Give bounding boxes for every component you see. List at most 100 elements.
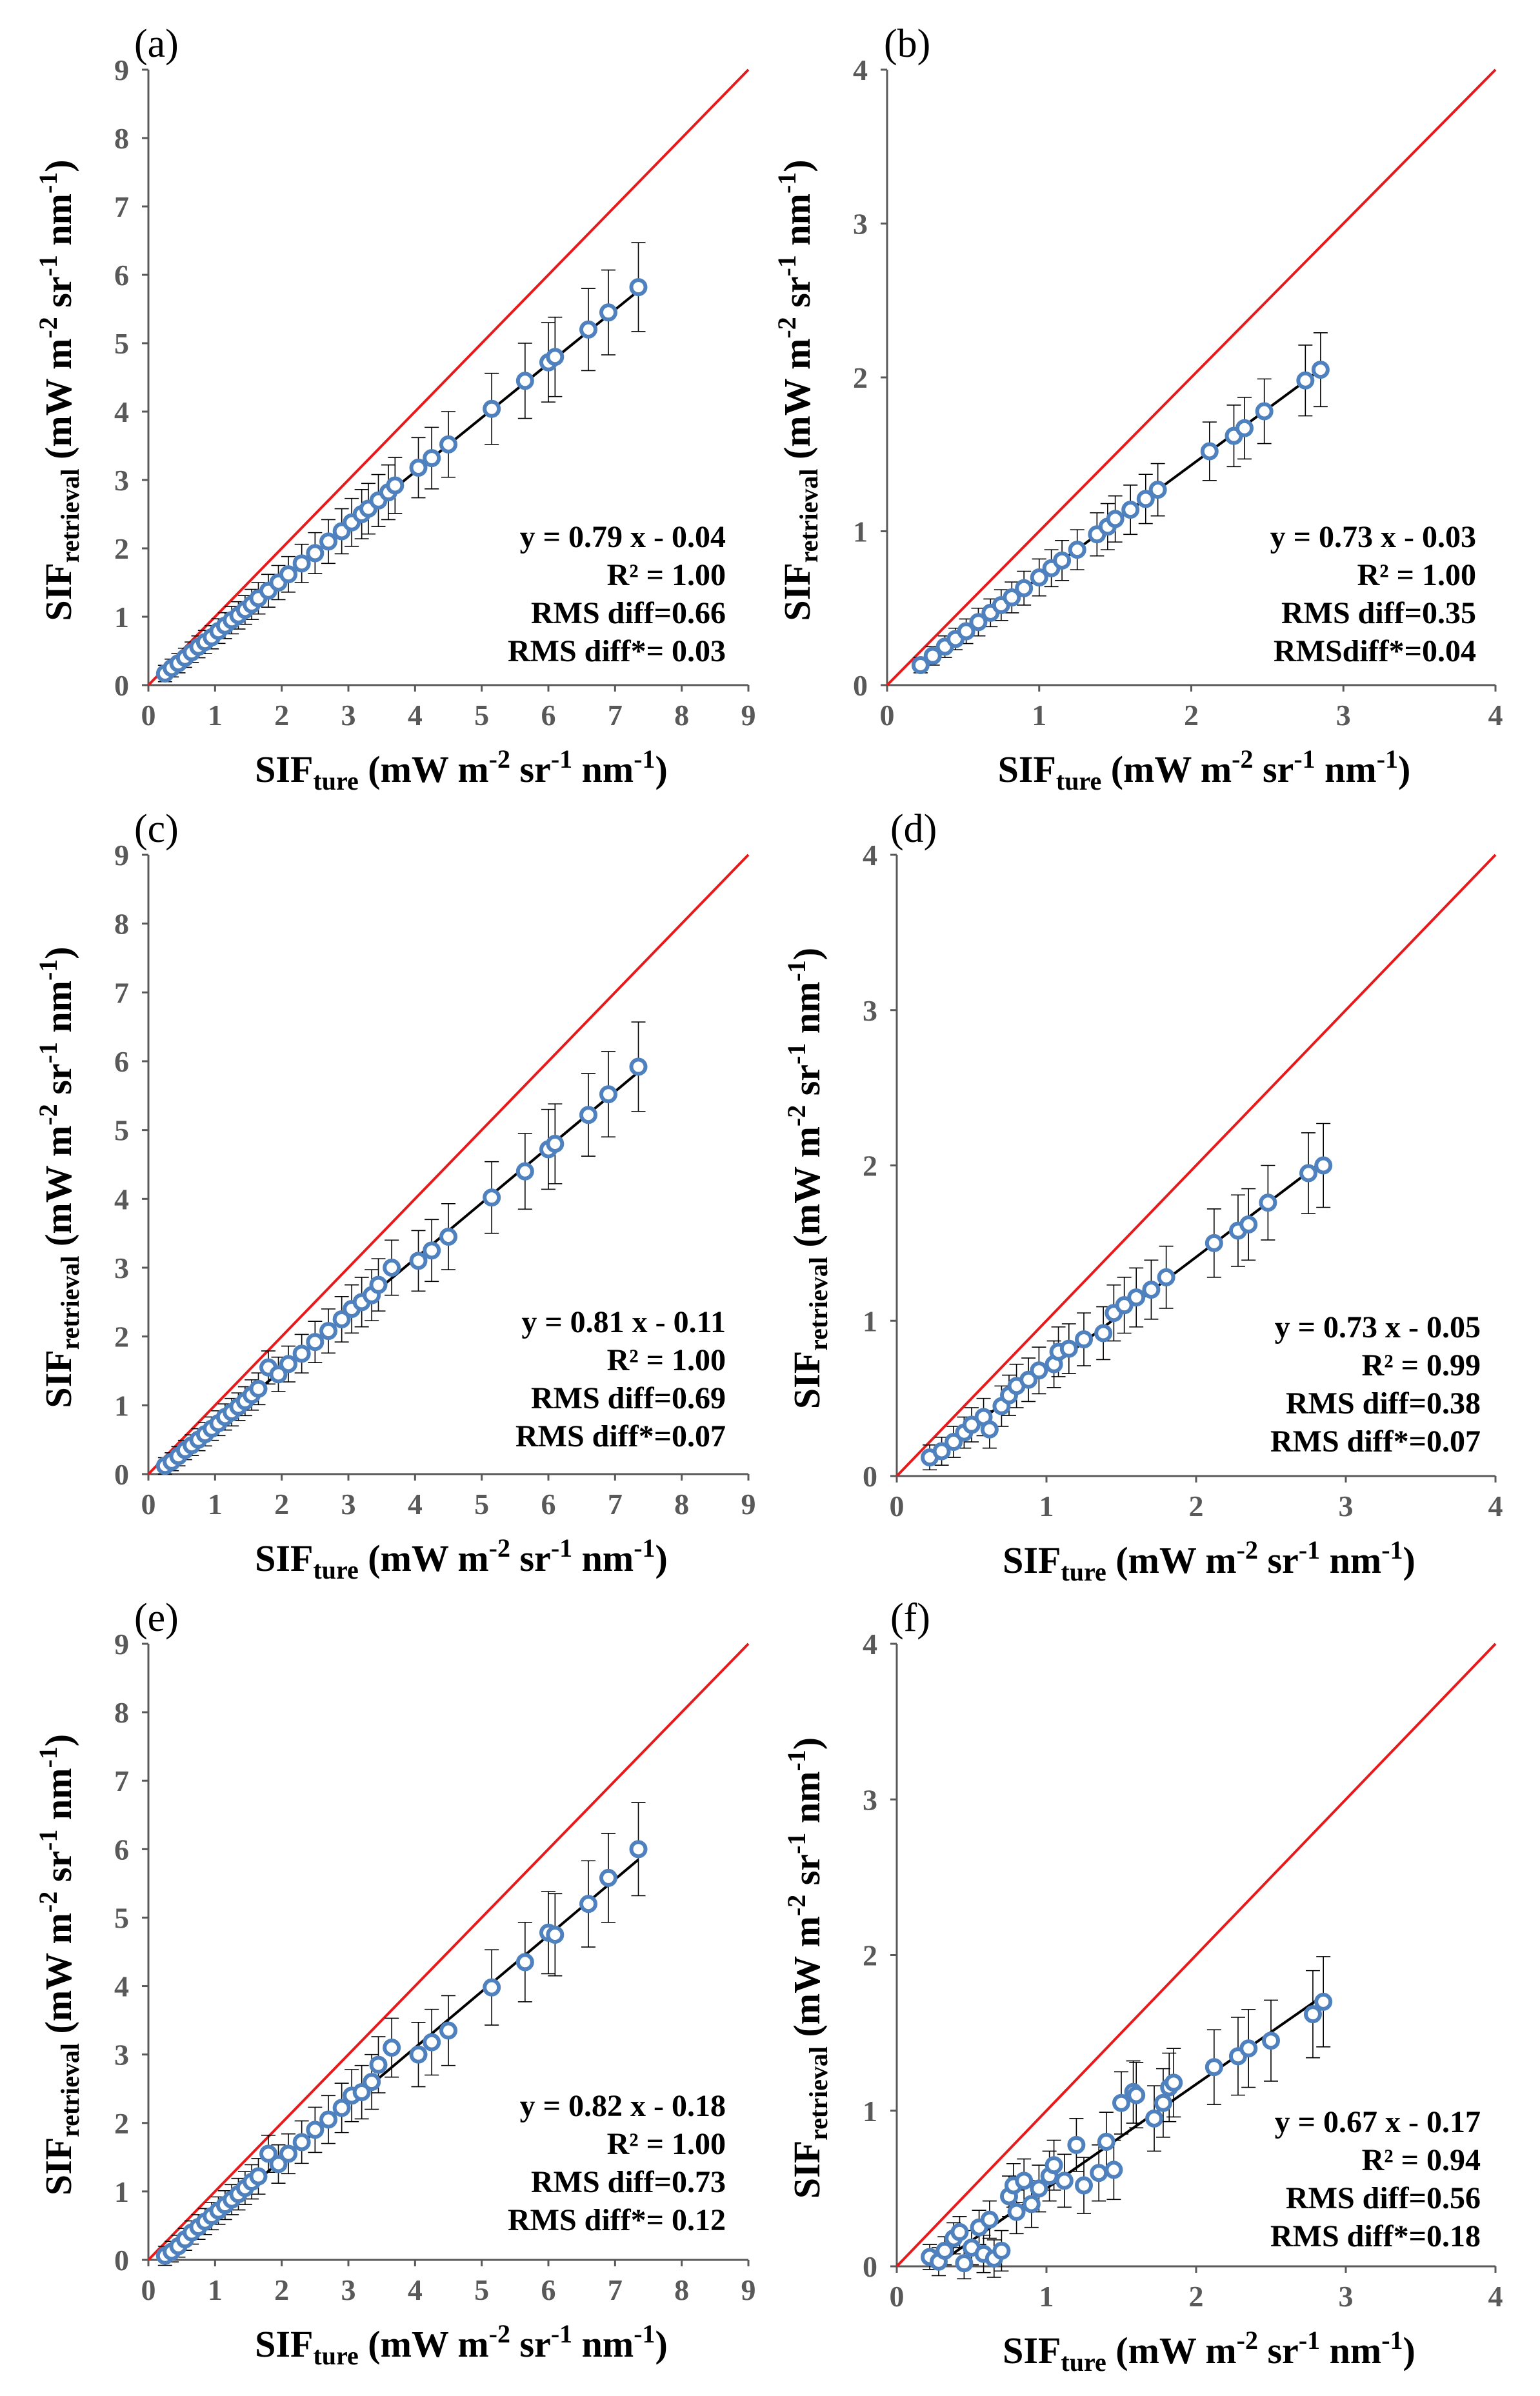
panel-label: (b) — [884, 22, 930, 66]
data-point — [279, 1355, 297, 1373]
r-squared: R² = 1.00 — [607, 2127, 726, 2161]
rms-diff: RMS diff*=0.07 — [1270, 1424, 1481, 1459]
y-title-units: sr — [37, 1851, 79, 1892]
data-point — [483, 399, 501, 418]
x-title-superscript: -2 — [489, 1533, 510, 1562]
data-point — [423, 2033, 441, 2052]
x-title-units: nm — [1320, 1539, 1381, 1581]
y-tick-label: 1 — [863, 2095, 877, 2128]
one-to-one-line — [886, 68, 1497, 686]
x-title-subscript: ture — [313, 766, 358, 795]
x-tick-label: 3 — [341, 699, 356, 732]
data-point — [629, 1840, 648, 1859]
x-title-superscript: -2 — [1232, 744, 1253, 774]
x-axis-title: SIFture (mW m-2 sr-1 nm-1) — [1003, 1535, 1415, 1586]
data-point — [292, 1344, 311, 1363]
data-point — [409, 2045, 428, 2064]
y-title-superscript: -1 — [34, 255, 63, 276]
data-point — [409, 458, 428, 477]
r-squared: R² = 1.00 — [1357, 558, 1476, 592]
x-tick-label: 9 — [741, 2273, 756, 2306]
data-point — [957, 622, 975, 641]
x-title-units: nm — [572, 2323, 634, 2365]
x-title-units: (mW m — [1101, 748, 1232, 790]
x-title-superscript: -1 — [634, 744, 655, 774]
fit-equation: y = 0.81 x - 0.11 — [521, 1305, 726, 1339]
y-tick-label: 0 — [853, 669, 868, 702]
y-title-units: nm — [37, 194, 79, 255]
data-point — [911, 655, 930, 674]
y-axis-title: SIFretrieval (mW m-2 sr-1 nm-1) — [772, 159, 823, 621]
x-tick-label: 1 — [1032, 699, 1046, 732]
x-title-superscript: -1 — [551, 2319, 572, 2348]
x-tick-label: 1 — [1039, 2280, 1054, 2313]
x-title-units: sr — [510, 748, 551, 790]
data-point — [599, 1868, 617, 1887]
data-point — [969, 613, 988, 632]
x-tick-label: 0 — [141, 2273, 156, 2306]
data-point — [292, 554, 311, 573]
data-point — [1239, 1215, 1258, 1233]
data-point — [1097, 2133, 1115, 2151]
x-title-base: SIF — [255, 2323, 313, 2365]
x-title-units: sr — [1258, 2330, 1299, 2371]
y-tick-label: 1 — [863, 1304, 877, 1337]
y-title-units: nm — [786, 982, 828, 1043]
x-title-superscript: -1 — [551, 1533, 572, 1562]
x-tick-label: 3 — [1339, 1490, 1354, 1522]
rms-diff: RMS diff*= 0.12 — [508, 2203, 726, 2237]
x-tick-label: 0 — [880, 699, 895, 732]
x-tick-label: 0 — [141, 1488, 156, 1521]
data-point — [1165, 2073, 1183, 2092]
data-point — [306, 2121, 325, 2139]
x-axis-title: SIFture (mW m-2 sr-1 nm-1) — [255, 1533, 668, 1584]
y-title-superscript: -1 — [782, 1043, 811, 1064]
rms-diff: RMS diff=0.56 — [1286, 2181, 1481, 2215]
data-point — [963, 1415, 981, 1434]
x-tick-label: 2 — [1189, 1490, 1204, 1522]
y-tick-label: 1 — [114, 2175, 129, 2208]
x-title-units: ) — [1403, 2330, 1415, 2371]
x-title-subscript: ture — [313, 2341, 358, 2370]
data-point — [1105, 2161, 1123, 2179]
data-point — [1145, 2109, 1164, 2128]
one-to-one-line — [895, 854, 1497, 1477]
x-tick-label: 1 — [208, 699, 223, 732]
y-title-base: SIF — [37, 2137, 79, 2195]
data-point — [319, 532, 337, 551]
y-title-units: nm — [786, 1772, 828, 1833]
x-tick-label: 2 — [274, 699, 289, 732]
y-title-units: nm — [776, 194, 818, 255]
x-tick-label: 3 — [1336, 699, 1351, 732]
data-point — [1094, 1324, 1113, 1343]
x-axis-title: SIFture (mW m-2 sr-1 nm-1) — [255, 744, 668, 795]
data-point — [923, 646, 942, 665]
x-title-superscript: -2 — [1237, 1535, 1258, 1564]
x-title-superscript: -2 — [1237, 2326, 1258, 2355]
y-tick-label: 4 — [863, 839, 877, 872]
data-point — [383, 2039, 401, 2057]
data-point — [1067, 2135, 1086, 2154]
data-point — [1090, 2164, 1108, 2182]
y-axis-title: SIFretrieval (mW m-2 sr-1 nm-1) — [34, 946, 85, 1408]
data-point — [269, 2155, 288, 2173]
x-title-superscript: -1 — [1299, 1535, 1320, 1564]
y-tick-label: 4 — [863, 1628, 877, 1661]
y-tick-label: 4 — [853, 54, 868, 86]
x-tick-label: 5 — [474, 1488, 489, 1521]
data-point — [1112, 2093, 1130, 2112]
y-tick-label: 2 — [114, 532, 129, 565]
data-point — [279, 565, 297, 584]
x-tick-label: 6 — [541, 2273, 556, 2306]
y-title-base: SIF — [776, 563, 818, 621]
y-title-units: sr — [776, 276, 818, 317]
x-tick-label: 2 — [274, 1488, 289, 1521]
x-tick-label: 7 — [608, 699, 623, 732]
data-point — [1075, 2176, 1093, 2195]
y-axis-title: SIFretrieval (mW m-2 sr-1 nm-1) — [782, 948, 833, 1409]
data-point — [932, 1442, 951, 1461]
x-tick-label: 0 — [890, 2280, 905, 2313]
x-tick-label: 9 — [741, 699, 756, 732]
data-point — [1259, 1193, 1277, 1212]
